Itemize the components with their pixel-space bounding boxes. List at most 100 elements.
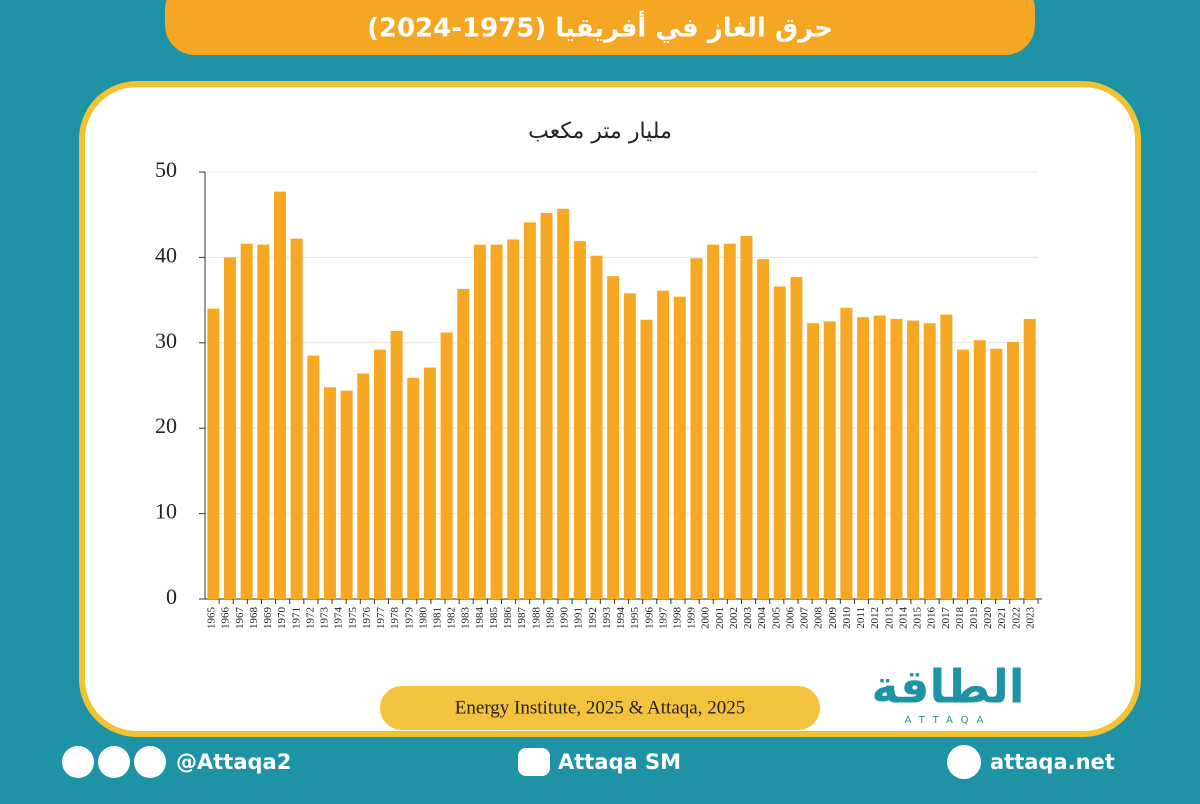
bar [923,323,936,599]
bar [373,349,386,599]
bar [840,307,853,599]
bar [723,243,736,599]
chart-title: حرق الغاز في أفريقيا (1975-2024) [367,11,833,44]
bar [823,321,836,599]
x-icon [62,746,94,778]
social-handle: @Attaqa2 [176,750,291,774]
bar [390,330,403,599]
bar [857,317,870,599]
bar [523,222,536,600]
y-tick-label: 50 [155,157,177,182]
y-tick-label: 40 [155,242,177,267]
x-tick-label: 1975 [347,607,359,630]
x-tick-label: 2007 [799,607,811,630]
x-tick-label: 1969 [262,607,274,630]
x-tick-label: 1999 [686,607,698,630]
x-tick-label: 1987 [516,607,528,630]
x-tick-label: 2004 [756,607,768,630]
youtube-icon [518,748,550,776]
bar [240,243,253,599]
bar [1007,341,1020,599]
x-tick-label: 1977 [375,607,387,630]
x-tick-label: 1974 [333,607,345,630]
x-tick-label: 2016 [926,607,938,630]
instagram-icon [98,746,130,778]
y-tick-label: 10 [155,499,177,524]
y-tick-label: 30 [155,328,177,353]
bar [273,191,286,599]
x-tick-label: 2008 [813,607,825,630]
x-tick-label: 1994 [615,607,627,630]
bar [573,241,586,599]
bar [1023,318,1036,599]
logo: الطاقة [871,660,1024,714]
x-tick-label: 1980 [417,607,429,630]
x-tick-label: 2009 [827,607,839,630]
x-tick-label: 2003 [742,607,754,630]
bar [607,276,620,599]
x-tick-label: 2021 [996,607,1008,629]
x-tick-label: 2013 [883,607,895,630]
x-tick-label: 2020 [982,607,994,630]
x-tick-label: 1973 [319,607,331,630]
x-tick-label: 1967 [234,607,246,630]
bar [407,377,420,599]
x-tick-label: 2019 [968,607,980,630]
bar [223,257,236,599]
x-tick-label: 1991 [573,607,585,629]
x-tick-label: 1976 [361,607,373,630]
x-tick-label: 1990 [559,607,571,630]
x-tick-label: 2010 [841,607,853,630]
bar [490,244,503,599]
x-tick-label: 2018 [954,607,966,630]
x-tick-label: 1983 [460,607,472,630]
bar [740,236,753,600]
bar [340,390,353,599]
bar [640,319,653,599]
bar [290,238,303,599]
x-tick-label: 1981 [431,607,443,629]
x-tick-label: 2015 [912,607,924,630]
x-tick-label: 1979 [403,607,415,630]
x-tick-label: 1984 [474,607,486,630]
x-tick-label: 2005 [770,607,782,630]
bar [323,387,336,599]
source: Energy Institute, 2025 & Attaqa, 2025 [455,697,745,718]
x-tick-label: 2001 [714,607,726,629]
bar [807,323,820,599]
x-tick-label: 1996 [643,607,655,630]
bar [473,244,486,599]
x-tick-label: 1992 [587,607,599,629]
x-tick-label: 2002 [728,607,740,629]
x-tick-label: 1998 [672,607,684,630]
bar [790,277,803,599]
logo-latin: ATTAQA [905,715,992,726]
x-tick-label: 1982 [446,607,458,629]
bar [890,318,903,599]
x-tick-label: 2012 [869,607,881,629]
x-tick-label: 1995 [629,607,641,630]
bar [207,308,220,599]
bar [440,332,453,599]
bar [357,373,370,599]
bar [457,288,470,599]
x-tick-label: 1993 [601,607,613,630]
x-tick-label: 2017 [940,607,952,630]
bar [557,208,570,600]
bar [423,367,436,599]
bar [773,286,786,599]
bar [507,239,520,599]
bar [540,212,553,599]
x-tick-label: 1971 [290,607,302,629]
bar [257,244,270,599]
x-tick-label: 1985 [488,607,500,630]
x-tick-label: 1988 [530,607,542,630]
x-tick-label: 1966 [220,607,232,630]
bar [940,314,953,599]
bar [673,296,686,599]
x-tick-label: 1972 [304,607,316,629]
title-banner [165,0,1035,55]
bar [757,259,770,599]
